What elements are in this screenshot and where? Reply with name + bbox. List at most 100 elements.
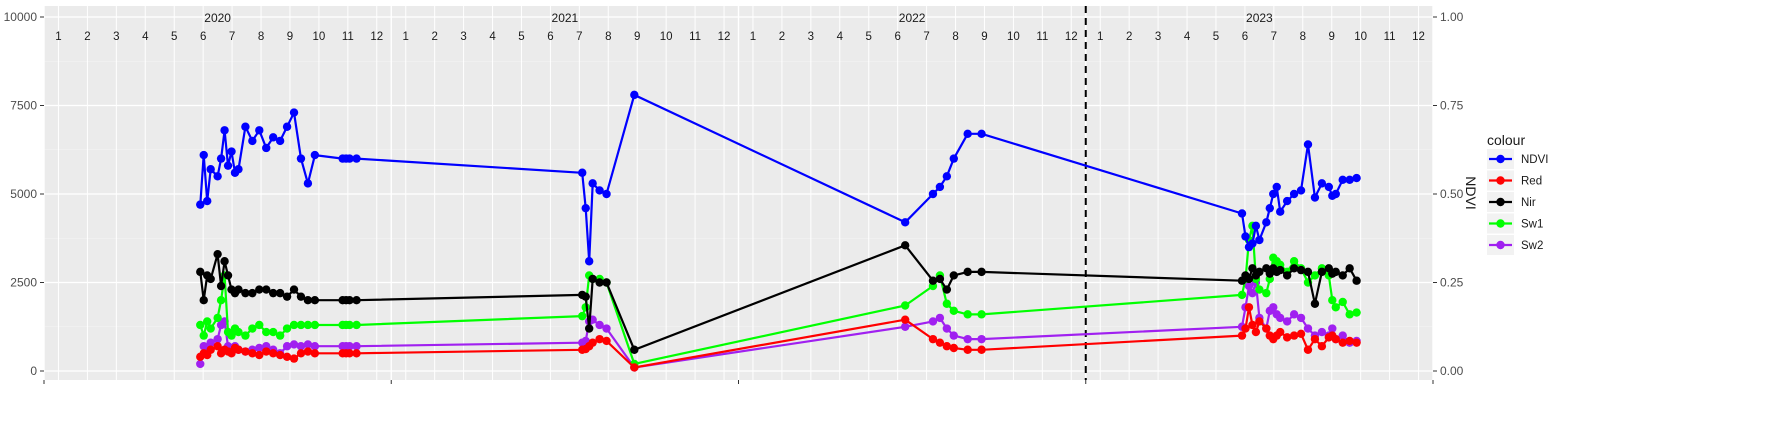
data-point-red — [1345, 336, 1354, 346]
data-point-nir — [595, 278, 604, 287]
data-point-sw1 — [1331, 303, 1340, 312]
data-point-sw1 — [275, 331, 285, 340]
data-point-red — [1244, 303, 1254, 312]
data-point-red — [949, 343, 958, 353]
month-label: 2 — [431, 31, 437, 43]
month-label: 11 — [1384, 31, 1396, 43]
data-point-ndvi — [1345, 175, 1354, 185]
data-point-nir — [206, 274, 215, 284]
data-point-nir — [1282, 271, 1292, 280]
month-label: 3 — [460, 31, 466, 43]
data-point-sw2 — [1244, 281, 1254, 291]
data-point-sw1 — [900, 301, 910, 310]
data-point-ndvi — [248, 136, 257, 146]
data-point-sw1 — [199, 331, 208, 340]
data-point-sw2 — [900, 322, 910, 331]
month-label: 12 — [370, 31, 383, 43]
data-point-nir — [963, 267, 972, 277]
month-label: 10 — [1007, 31, 1020, 43]
data-point-nir — [255, 285, 264, 294]
legend-key-point — [1496, 219, 1505, 228]
data-point-sw2 — [213, 334, 222, 344]
data-point-sw1 — [1289, 257, 1299, 266]
data-point-sw2 — [1282, 317, 1292, 326]
data-point-ndvi — [1262, 218, 1271, 227]
data-point-sw1 — [1237, 290, 1247, 300]
data-point-sw2 — [942, 324, 952, 333]
month-label: 12 — [718, 31, 731, 43]
data-point-sw2 — [206, 338, 215, 347]
data-point-nir — [220, 257, 229, 266]
data-point-nir — [303, 296, 313, 305]
data-point-sw2 — [1269, 303, 1278, 312]
year-labels: 2020 2021 2022 2023 — [204, 11, 1273, 25]
legend-label-ndvi: NDVI — [1521, 154, 1548, 166]
data-point-red — [1255, 317, 1264, 326]
data-point-red — [1310, 334, 1320, 344]
data-point-ndvi — [262, 143, 271, 153]
data-point-nir — [1289, 264, 1299, 273]
legend-label-sw2: Sw2 — [1521, 240, 1543, 252]
month-label: 5 — [171, 31, 177, 43]
series-ndvi — [196, 90, 1361, 266]
data-point-red — [900, 315, 910, 324]
data-point-sw2 — [977, 334, 986, 344]
data-point-ndvi — [1310, 193, 1320, 202]
data-point-red — [595, 334, 604, 344]
data-point-ndvi — [900, 218, 910, 227]
data-point-nir — [900, 241, 910, 250]
data-point-ndvi — [1269, 189, 1278, 199]
data-point-nir — [213, 249, 222, 259]
month-label: 7 — [923, 31, 929, 43]
data-point-sw2 — [345, 342, 354, 351]
month-label: 10 — [1354, 31, 1367, 43]
data-point-ndvi — [234, 165, 243, 174]
data-point-sw1 — [310, 320, 320, 330]
data-point-nir — [928, 276, 938, 285]
month-label: 6 — [200, 31, 206, 43]
year-label: 2023 — [1246, 11, 1273, 25]
year-label: 2020 — [204, 11, 231, 25]
data-point-ndvi — [296, 154, 306, 163]
series-nir — [196, 241, 1361, 354]
data-point-red — [602, 336, 611, 346]
data-point-ndvi — [1251, 221, 1261, 231]
month-label: 7 — [1271, 31, 1277, 43]
data-point-nir — [1331, 267, 1340, 277]
data-point-sw1 — [303, 320, 313, 330]
legend-key-point — [1496, 154, 1505, 164]
month-label: 3 — [1155, 31, 1161, 43]
data-point-nir — [1345, 264, 1354, 273]
legend: colour NDVI Red Nir Sw1 Sw2 — [1487, 132, 1548, 255]
data-point-ndvi — [977, 129, 986, 139]
data-point-red — [1331, 334, 1340, 344]
data-point-ndvi — [1255, 235, 1264, 245]
data-point-ndvi — [963, 129, 972, 139]
data-point-sw2 — [963, 334, 972, 344]
month-label: 11 — [1036, 31, 1048, 43]
data-point-ndvi — [578, 168, 587, 177]
month-label: 1 — [750, 31, 756, 43]
legend-label-sw1: Sw1 — [1521, 219, 1543, 231]
data-point-sw1 — [206, 324, 215, 333]
data-point-sw1 — [296, 320, 306, 330]
data-point-sw1 — [1345, 310, 1354, 319]
month-label: 10 — [660, 31, 673, 43]
data-point-sw2 — [602, 324, 611, 333]
data-point-nir — [262, 285, 271, 294]
data-point-sw1 — [1328, 296, 1337, 305]
data-point-nir — [352, 296, 361, 305]
data-point-ndvi — [588, 179, 597, 188]
month-labels: 1 2 3 4 5 6 7 8 9 10 11 12 1 2 3 4 5 6 7 8 9 10 11 12 1 2 3 4 5 6 7 8 9 1… — [55, 31, 1425, 43]
data-point-sw1 — [255, 320, 264, 330]
data-point-red — [352, 349, 361, 358]
data-point-ndvi — [1303, 140, 1313, 149]
data-point-nir — [1296, 265, 1306, 275]
data-point-red — [942, 342, 952, 351]
data-point-red — [268, 349, 278, 358]
data-point-red — [1276, 327, 1285, 337]
data-point-nir — [584, 324, 594, 333]
data-point-nir — [289, 285, 299, 294]
data-point-nir — [1303, 267, 1313, 277]
data-point-ndvi — [1324, 182, 1334, 192]
